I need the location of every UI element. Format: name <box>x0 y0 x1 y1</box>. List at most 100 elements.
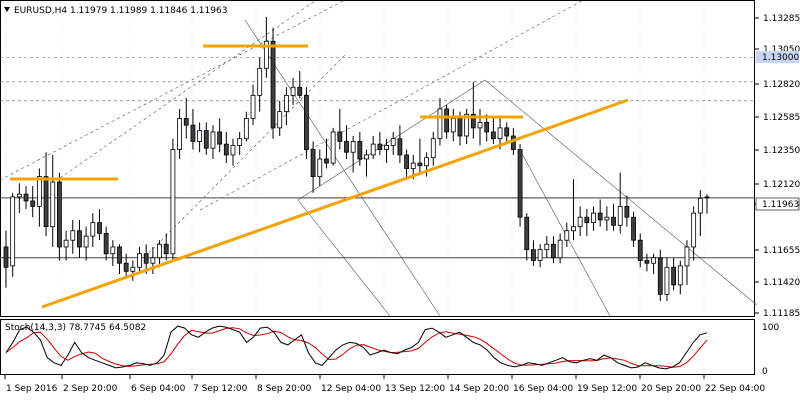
candle-body <box>584 216 590 224</box>
candle-body <box>657 257 663 295</box>
candle <box>597 199 603 227</box>
candle <box>337 108 343 150</box>
candle-body <box>143 253 149 264</box>
price-marker <box>756 51 799 63</box>
candle <box>57 172 62 261</box>
candle <box>157 240 162 268</box>
candle <box>631 211 636 247</box>
candle-body <box>424 157 430 167</box>
candle <box>36 168 42 227</box>
candle-body <box>370 143 376 156</box>
candle <box>544 236 550 258</box>
candle-body <box>197 130 203 142</box>
candle-body <box>671 266 677 286</box>
candle-body <box>257 67 263 96</box>
candle <box>77 219 82 258</box>
channel-line-dashed[interactable] <box>199 0 620 211</box>
candle <box>551 236 556 264</box>
channel-line[interactable] <box>244 19 441 317</box>
time-axis[interactable]: 1 Sep 2016 2 Sep 20:00 6 Sep 04:00 7 Sep 12… <box>4 375 765 394</box>
candle <box>370 135 376 159</box>
candle-body <box>484 122 490 133</box>
candle <box>537 244 543 268</box>
channel-line[interactable] <box>484 79 758 306</box>
candle <box>110 240 116 266</box>
candle-body <box>163 243 169 255</box>
candle-body <box>203 130 209 149</box>
candle <box>297 71 303 99</box>
stochastic-lines <box>5 325 708 370</box>
orange-drawn-line[interactable] <box>41 98 629 309</box>
price-marker <box>755 197 800 211</box>
candle-body <box>297 86 303 96</box>
candle <box>117 244 122 275</box>
candle-body <box>397 138 403 156</box>
candle-body <box>357 141 363 160</box>
candle-body <box>444 108 450 133</box>
candle <box>430 131 436 166</box>
candle-body <box>537 249 543 261</box>
candle-body <box>130 266 136 272</box>
candle <box>517 144 523 227</box>
candle-body <box>50 181 56 228</box>
candle-body <box>704 196 710 199</box>
header: EURUSD,H4 1.11979 1.11989 1.11846 1.1196… <box>4 6 227 16</box>
candle-body <box>517 149 523 218</box>
candle <box>637 233 643 268</box>
candle <box>63 230 69 261</box>
candle-body <box>123 262 129 272</box>
price-tick-label: 1.13050 <box>763 45 800 55</box>
triangle-down-icon[interactable] <box>4 7 10 12</box>
candle <box>604 206 610 231</box>
price-axis[interactable]: 1.13285 1.13050 1.12820 1.12585 1.12350 1.121… <box>755 14 800 319</box>
candle-body <box>117 246 122 264</box>
candle <box>16 183 22 214</box>
main-chart-frame <box>0 0 755 317</box>
candle-body <box>310 149 316 177</box>
candle <box>664 257 670 302</box>
candle-body <box>43 176 49 228</box>
candle <box>384 138 389 164</box>
candle-body <box>624 205 630 218</box>
drawn-objects <box>0 0 758 317</box>
candle-body <box>377 143 383 150</box>
candle <box>524 213 530 261</box>
candle-body <box>277 111 283 129</box>
price-tick-label: 1.12820 <box>763 80 800 90</box>
candle <box>584 209 590 237</box>
candle-body <box>63 239 69 248</box>
candle <box>50 154 56 247</box>
candle <box>357 131 363 166</box>
candle-body <box>263 40 269 69</box>
candle <box>243 111 249 142</box>
candle <box>557 233 563 264</box>
stoch-main-line <box>5 325 708 370</box>
candle <box>177 108 182 159</box>
candle-body <box>531 249 536 261</box>
candle-body <box>270 40 276 129</box>
channel-line-dashed[interactable] <box>59 0 345 179</box>
candle <box>223 131 229 164</box>
candle <box>684 240 690 285</box>
candle-body <box>437 108 443 140</box>
candle <box>283 87 289 126</box>
candle-body <box>170 149 176 255</box>
candle <box>30 186 36 218</box>
candle <box>97 209 102 241</box>
time-tick-label: 16 Sep 04:00 <box>513 384 573 394</box>
candle <box>237 131 243 155</box>
candle-body <box>324 158 329 164</box>
candle-body <box>450 117 456 133</box>
candle <box>657 249 663 302</box>
time-tick-label: 6 Sep 04:00 <box>131 384 186 394</box>
candle <box>277 100 283 136</box>
candle-body <box>490 131 496 140</box>
candle-body <box>183 117 189 126</box>
candle <box>344 125 349 159</box>
channel-line-dashed[interactable] <box>0 0 346 181</box>
candle-body <box>83 235 89 248</box>
candle <box>470 81 476 139</box>
candle-body <box>410 162 416 169</box>
